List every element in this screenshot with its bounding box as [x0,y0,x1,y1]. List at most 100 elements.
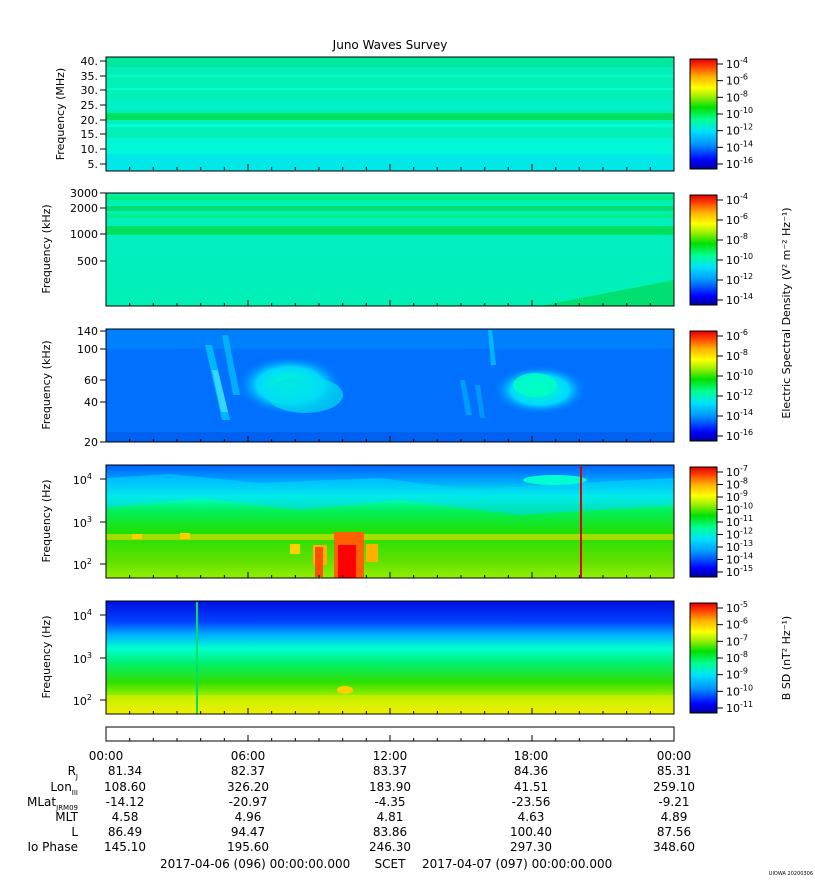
ephemeris-value: 145.10 [104,840,146,854]
panel-3-yticks: 140 100 60 40 20 [77,325,106,449]
footer-stamp: UIOWA 20200306 [769,871,813,877]
scet-label: SCET [375,857,407,871]
colorbar-tick-label: 10-10 [726,106,753,121]
colorbar-tick-label: 10-14 [726,552,753,567]
colorbar-tick-label: 10-10 [726,368,753,383]
colorbar-tick-label: 10-14 [726,139,753,154]
colorbar-tick-label: 10-15 [726,564,753,579]
ytick-label: 15. [81,128,99,141]
electric-colorbar-label: Electric Spectral Density (V² m⁻² Hz⁻¹) [780,207,793,418]
colorbar-tick-label: 10-9 [726,489,748,504]
panel-2-colorbar [689,194,718,306]
panel-3-colorbar-ticks: 10-6 10-8 10-10 10-12 10-14 10-16 [717,328,753,443]
ytick-label: 103 [73,515,92,530]
ephemeris-value: 94.47 [231,825,265,839]
ytick-label: 3000 [70,187,98,200]
ytick-label: 35. [81,70,99,83]
time-label: 12:00 [373,749,408,763]
ephemeris-value: 4.81 [377,810,404,824]
ephemeris-value: -23.56 [512,795,551,809]
panel-4-ylabel: Frequency (Hz) [40,480,53,563]
colorbar-tick-label: 10-8 [726,348,748,363]
ephemeris-time-labels: 00:00 06:00 12:00 18:00 00:00 [89,749,692,763]
ytick-label: 100 [77,343,98,356]
colorbar-tick-label: 10-13 [726,539,753,554]
panel-1-colorbar [689,58,718,170]
end-time: 2017-04-07 (097) 00:00:00.000 [422,857,612,871]
panel-1-frame [105,56,675,172]
magnetic-colorbar-label: B SD (nT² Hz⁻¹) [780,616,793,700]
colorbar-tick-label: 10-8 [726,477,748,492]
ephemeris-value: 84.36 [514,764,548,778]
panel-3-spectrogram [106,329,674,442]
ytick-label: 104 [73,608,92,623]
ytick-label: 40. [81,55,99,68]
panel-5-colorbar [689,602,718,714]
panel-4-yticks: 104 103 102 [73,472,106,572]
ephemeris-value: -4.35 [374,795,405,809]
ytick-label: 103 [73,651,92,666]
panel-3-colorbar [689,330,718,442]
ephemeris-value: 86.49 [108,825,142,839]
colorbar-tick-label: 10-4 [726,192,748,207]
colorbar-tick-label: 10-16 [726,428,753,443]
colorbar-tick-label: 10-12 [726,123,753,138]
ephemeris-value: -14.12 [106,795,145,809]
panel-2-colorbar-ticks: 10-4 10-6 10-8 10-10 10-12 10-14 [717,192,753,307]
ephemeris-value: 183.90 [369,780,411,794]
ephemeris-value: 297.30 [510,840,552,854]
ytick-label: 30. [81,84,99,97]
ytick-label: 40 [84,396,98,409]
ytick-label: 102 [73,693,92,708]
time-label: 18:00 [514,749,549,763]
ytick-label: 500 [77,255,98,268]
time-label: 00:00 [89,749,124,763]
ephemeris-row-label: RJ [68,764,78,781]
ephemeris-value: 81.34 [108,764,142,778]
colorbar-tick-label: 10-6 [726,328,748,343]
ephemeris-value: 4.89 [661,810,688,824]
ephemeris-value: 82.37 [231,764,265,778]
ephemeris-value: 108.60 [104,780,146,794]
ephemeris-value: 100.40 [510,825,552,839]
colorbar-tick-label: 10-14 [726,292,753,307]
ephemeris-row-label: MLatJRM09 [27,795,78,812]
panel-2-ylabel: Frequency (kHz) [40,204,53,293]
start-time: 2017-04-06 (096) 00:00:00.000 [160,857,350,871]
ytick-label: 1000 [70,228,98,241]
ephemeris-value: 195.60 [227,840,269,854]
ytick-label: 140 [77,325,98,338]
colorbar-tick-label: 10-8 [726,232,748,247]
time-label: 06:00 [231,749,266,763]
ytick-label: 10. [81,143,99,156]
panel-3-ylabel: Frequency (kHz) [40,340,53,429]
ytick-label: 5. [88,158,99,171]
colorbar-tick-label: 10-12 [726,272,753,287]
colorbar-tick-label: 10-10 [726,502,753,517]
colorbar-tick-label: 10-12 [726,527,753,542]
ytick-label: 104 [73,472,92,487]
panel-x-ticks [105,164,675,741]
ephemeris-row-label: LonIII [50,780,78,797]
panel-5-ylabel: Frequency (Hz) [40,616,53,699]
colorbar-tick-label: 10-7 [726,464,748,479]
colorbar-tick-label: 10-8 [726,650,748,665]
panel-5-yticks: 104 103 102 [73,608,106,708]
ephemeris-value: 41.51 [514,780,548,794]
ephemeris-value: 246.30 [369,840,411,854]
panel-4-spectrogram [106,465,674,578]
panel-1-yticks: 40. 35.30. 25. 20.15. 10. 5. [81,55,106,171]
ephemeris-value: 87.56 [657,825,691,839]
ytick-label: 20. [81,114,99,127]
colorbar-tick-label: 10-14 [726,408,753,423]
ephemeris-value: -9.21 [658,795,689,809]
panel-5-colorbar-ticks: 10-5 10-610-7 10-8 10-910-10 10-11 [717,600,753,715]
ephemeris-value: 259.10 [653,780,695,794]
colorbar-tick-label: 10-8 [726,89,748,104]
colorbar-tick-label: 10-6 [726,617,748,632]
colorbar-tick-label: 10-11 [726,514,753,529]
colorbar-tick-label: 10-12 [726,388,753,403]
ephemeris-value: 85.31 [657,764,691,778]
